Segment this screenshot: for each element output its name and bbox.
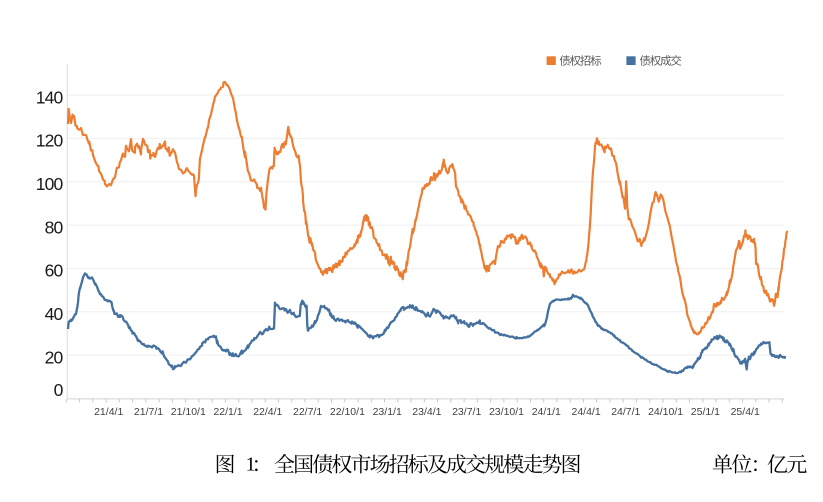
svg-text:0: 0	[54, 380, 64, 400]
svg-text:21/4/1: 21/4/1	[94, 406, 123, 418]
svg-text:24/4/1: 24/4/1	[571, 406, 600, 418]
svg-text:22/1/1: 22/1/1	[213, 406, 242, 418]
svg-text:100: 100	[36, 174, 64, 194]
svg-text:40: 40	[45, 304, 64, 324]
svg-text:80: 80	[45, 217, 64, 237]
svg-text:24/10/1: 24/10/1	[648, 406, 683, 418]
svg-text:20: 20	[45, 347, 64, 367]
svg-text:21/7/1: 21/7/1	[134, 406, 163, 418]
svg-text:25/4/1: 25/4/1	[731, 406, 760, 418]
svg-text:22/7/1: 22/7/1	[293, 406, 322, 418]
svg-text:23/1/1: 23/1/1	[373, 406, 402, 418]
svg-text:22/4/1: 22/4/1	[253, 406, 282, 418]
svg-text:60: 60	[45, 261, 64, 281]
svg-text:23/10/1: 23/10/1	[489, 406, 524, 418]
svg-text:120: 120	[36, 131, 64, 151]
svg-text:23/4/1: 23/4/1	[412, 406, 441, 418]
svg-text:23/7/1: 23/7/1	[452, 406, 481, 418]
svg-text:24/7/1: 24/7/1	[611, 406, 640, 418]
svg-text:1: 1	[246, 454, 256, 476]
svg-text:21/10/1: 21/10/1	[171, 406, 206, 418]
svg-text:140: 140	[36, 87, 64, 107]
svg-text:24/1/1: 24/1/1	[532, 406, 561, 418]
svg-text:22/10/1: 22/10/1	[330, 406, 365, 418]
svg-text:25/1/1: 25/1/1	[691, 406, 720, 418]
